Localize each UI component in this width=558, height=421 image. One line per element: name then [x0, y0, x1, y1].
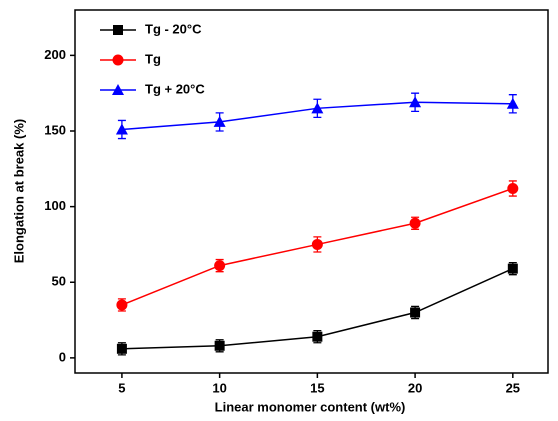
marker: [410, 307, 421, 318]
marker: [409, 217, 421, 229]
legend-label: Tg - 20°C: [145, 21, 202, 36]
legend-label: Tg: [145, 51, 161, 66]
marker: [507, 182, 519, 194]
legend-marker: [113, 25, 123, 35]
legend-marker: [112, 84, 124, 95]
x-tick-label: 15: [310, 380, 324, 395]
marker: [507, 263, 518, 274]
legend-label: Tg + 20°C: [145, 81, 205, 96]
plot-frame: [74, 9, 549, 374]
marker: [115, 123, 128, 135]
marker: [506, 97, 519, 109]
y-axis-label: Elongation at break (%): [11, 119, 26, 263]
x-tick-label: 20: [408, 380, 422, 395]
x-tick-label: 25: [506, 380, 520, 395]
marker: [116, 343, 127, 354]
y-tick-label: 150: [44, 122, 66, 137]
marker: [116, 299, 128, 311]
y-tick-label: 100: [44, 198, 66, 213]
marker: [214, 260, 226, 272]
marker: [214, 340, 225, 351]
y-tick-label: 200: [44, 47, 66, 62]
marker: [311, 238, 323, 250]
legend-marker: [112, 54, 124, 66]
y-tick-label: 0: [59, 349, 66, 364]
x-tick-label: 10: [212, 380, 226, 395]
marker: [312, 331, 323, 342]
x-tick-label: 5: [118, 380, 125, 395]
marker: [213, 115, 226, 127]
marker: [409, 96, 422, 108]
x-axis-label: Linear monomer content (wt%): [215, 399, 406, 414]
marker: [311, 102, 324, 114]
y-tick-label: 50: [52, 274, 66, 289]
